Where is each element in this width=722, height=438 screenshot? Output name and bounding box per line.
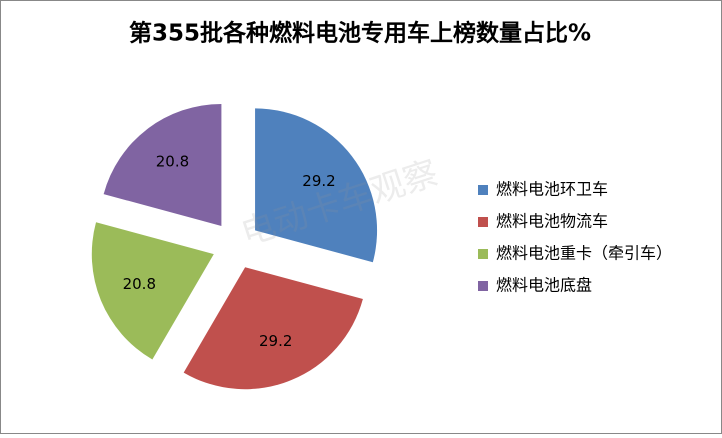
legend-swatch: [478, 185, 488, 195]
pie-slice: [91, 222, 214, 360]
data-label: 29.2: [302, 172, 335, 190]
legend-swatch: [478, 281, 488, 291]
data-label: 29.2: [259, 332, 292, 350]
legend-swatch: [478, 217, 488, 227]
pie-slice: [255, 108, 378, 263]
legend-swatch: [478, 249, 488, 259]
legend-label: 燃料电池底盘: [496, 276, 592, 295]
legend-label: 燃料电池物流车: [496, 212, 608, 231]
legend-label: 燃料电池环卫车: [496, 180, 608, 199]
pie-slice: [183, 267, 363, 390]
data-label: 20.8: [156, 153, 189, 171]
legend-label: 燃料电池重卡（牵引车）: [496, 244, 672, 263]
chart-title: 第355批各种燃料电池专用车上榜数量占比%: [129, 20, 591, 47]
pie-slice: [103, 103, 222, 226]
data-label: 20.8: [123, 275, 156, 293]
